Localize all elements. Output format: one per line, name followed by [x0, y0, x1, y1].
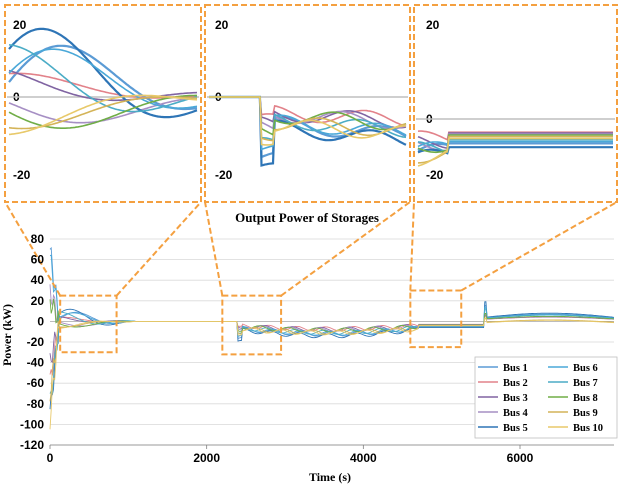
inset-series-line: [417, 134, 613, 154]
inset-y-label: 20: [13, 18, 27, 32]
series-line-4: [49, 284, 615, 333]
y-tick-label: -20: [27, 335, 45, 349]
zoom-box: [59, 294, 118, 354]
zoom-connector: [409, 201, 415, 291]
inset-frame: [204, 4, 411, 203]
inset-2: 200-20: [204, 4, 411, 203]
series-line-6: [49, 254, 615, 338]
legend-entry: Bus 9: [573, 408, 598, 419]
inset-series-line: [8, 44, 198, 113]
inset-series-line: [417, 133, 613, 152]
zoom-connector: [4, 201, 62, 297]
inset-frame: [413, 4, 618, 203]
inset-y-label: -20: [215, 168, 233, 182]
zoom-connector: [204, 201, 224, 296]
y-tick-label: 0: [37, 314, 44, 328]
y-tick-label: -60: [27, 376, 45, 390]
inset-series-line: [209, 96, 406, 146]
inset-series-line: [8, 48, 198, 110]
zoom-box: [221, 294, 283, 356]
legend-entry: Bus 8: [573, 393, 598, 404]
x-tick-label: 4000: [350, 451, 377, 465]
inset-series-line: [8, 27, 198, 119]
y-tick-label: 80: [31, 232, 45, 246]
y-tick-label: 60: [31, 253, 45, 267]
legend-entry: Bus 5: [503, 423, 528, 434]
inset-series-line: [417, 146, 613, 155]
inset-series-line: [417, 138, 613, 154]
legend-entry: Bus 4: [503, 408, 529, 419]
zoom-connector: [460, 201, 618, 292]
inset-frame: [4, 4, 202, 203]
inset-3: 200-20: [413, 4, 618, 203]
inset-series-line: [8, 94, 198, 136]
inset-series-line: [417, 132, 613, 150]
x-tick-label: 0: [47, 451, 54, 465]
y-tick-label: 40: [31, 273, 45, 287]
zoom-box: [409, 289, 463, 349]
inset-series-line: [8, 94, 197, 129]
series-line-1: [49, 246, 615, 340]
legend-box: [474, 356, 618, 439]
zoom-boxes: [4, 201, 618, 356]
x-tick-label: 6000: [507, 451, 534, 465]
y-tick-label: -40: [27, 356, 45, 370]
inset-y-label: -20: [426, 168, 444, 182]
y-axis-label: Power (kW): [0, 304, 14, 366]
inset-series-line: [417, 140, 613, 148]
y-tick-label: -120: [20, 438, 44, 452]
chart-title: Output Power of Storages: [235, 210, 379, 225]
inset-series-line: [417, 142, 613, 152]
inset-y-label: -20: [13, 168, 31, 182]
legend-entry: Bus 3: [503, 393, 528, 404]
zoom-connector: [115, 201, 202, 297]
inset-series-line: [417, 130, 613, 141]
inset-y-label: 20: [426, 18, 440, 32]
legend-entry: Bus 7: [573, 378, 598, 389]
legend: Bus 1 Bus 2 Bus 3 Bus 4 Bus 5 Bus 6 Bus 7 Bus 8…: [474, 356, 618, 439]
y-tick-label: -100: [20, 417, 44, 431]
legend-entry: Bus 10: [573, 423, 603, 434]
legend-entry: Bus 6: [573, 363, 598, 374]
legend-entry: Bus 2: [503, 378, 528, 389]
inset-series-line: [417, 137, 613, 167]
inset-1: 200-20: [4, 4, 202, 203]
legend-entry: Bus 1: [503, 363, 528, 374]
inset-y-label: 20: [215, 18, 229, 32]
inset-series-line: [8, 69, 198, 102]
y-tick-label: -80: [27, 397, 45, 411]
inset-series-line: [417, 135, 613, 164]
main-series: [49, 246, 615, 430]
x-tick-label: 2000: [193, 451, 220, 465]
x-axis-label: Time (s): [309, 470, 351, 484]
series-line-3: [49, 314, 614, 364]
y-tick-label: 20: [31, 294, 45, 308]
series-line-10: [49, 317, 615, 430]
